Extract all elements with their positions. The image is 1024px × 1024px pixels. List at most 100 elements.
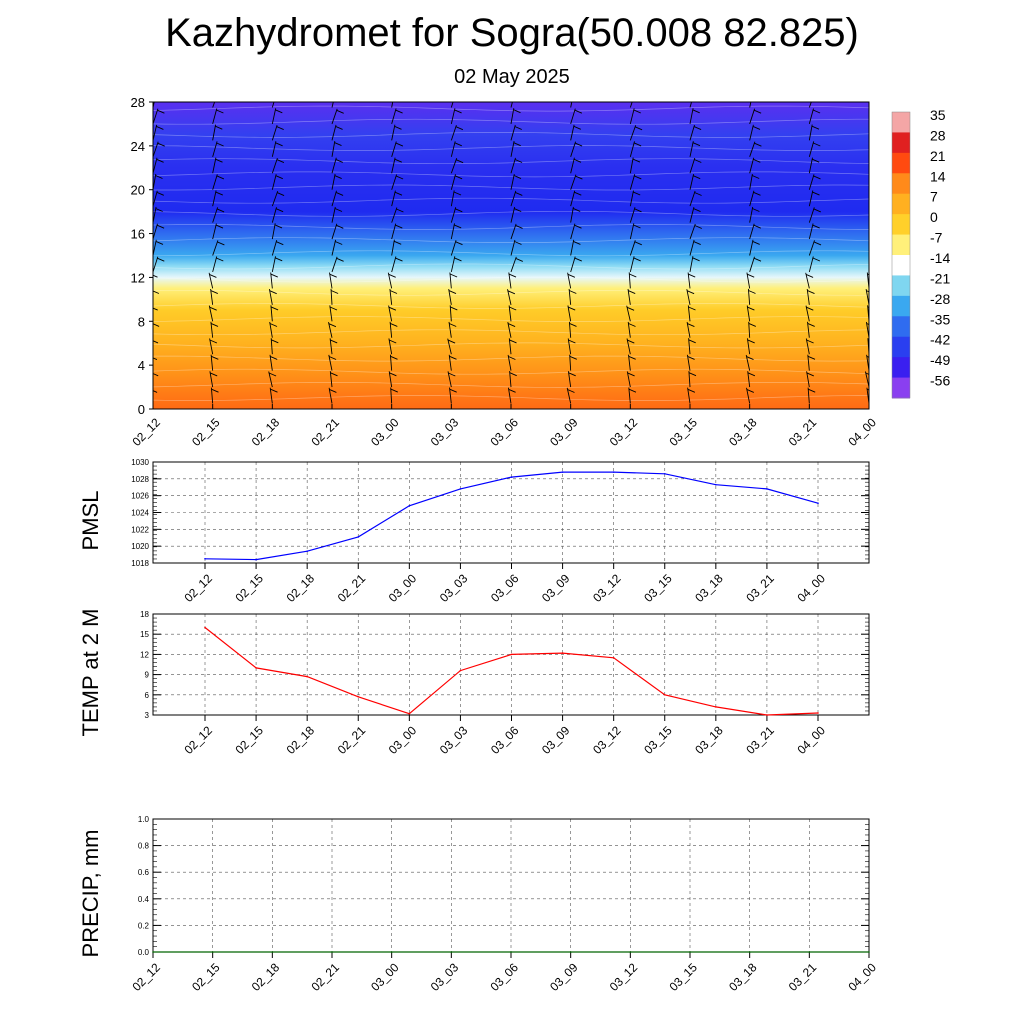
wind-barb-feather: [746, 388, 754, 393]
wind-barb: [329, 272, 333, 289]
contour-line: [153, 210, 869, 217]
data-point: [612, 471, 615, 473]
wind-barb-feather: [270, 355, 278, 360]
wind-barb-feather: [692, 142, 701, 147]
colorbar-label: 7: [930, 189, 938, 205]
wind-barb-feather: [276, 94, 283, 97]
wind-barb: [448, 321, 452, 338]
colorbar-swatch: [892, 214, 910, 236]
wind-barb-feather: [688, 372, 697, 377]
wind-barb: [448, 354, 452, 371]
wind-barb: [271, 141, 277, 157]
wind-barb: [629, 141, 635, 157]
wind-barb-feather: [687, 388, 696, 393]
wind-barb-feather: [156, 93, 163, 96]
contour-line: [153, 224, 869, 230]
wind-barb-feather: [335, 191, 344, 196]
wind-barb-feather: [509, 372, 517, 377]
wind-barb-feather: [394, 158, 402, 163]
contour-line: [153, 395, 869, 401]
wind-barb: [745, 354, 751, 371]
wind-barb: [449, 387, 452, 404]
x-tick-label: 03_21: [786, 960, 820, 994]
wind-barb-feather: [866, 290, 869, 293]
wind-barb: [449, 272, 452, 289]
colorbar-label: 28: [930, 127, 946, 143]
x-tick-label: 03_00: [386, 571, 420, 605]
wind-barb: [212, 102, 216, 108]
wind-barb: [447, 338, 452, 355]
wind-barb-feather: [508, 356, 516, 360]
wind-barb: [271, 207, 277, 223]
wind-barb-feather: [813, 208, 821, 213]
wind-barb: [807, 387, 810, 404]
wind-barb-feather: [752, 175, 760, 179]
wind-barb-feather: [454, 175, 463, 180]
wind-barb-feather: [513, 109, 521, 114]
wind-barb: [688, 371, 691, 388]
wind-barb-feather: [753, 109, 762, 114]
x-tick-label: 03_15: [641, 723, 675, 757]
wind-barb-feather: [513, 175, 522, 180]
wind-barb: [687, 387, 691, 404]
wind-barb-feather: [334, 175, 342, 180]
wind-barb: [391, 108, 397, 125]
wind-barb: [806, 288, 810, 305]
wind-barb: [450, 174, 456, 190]
wind-barb-feather: [808, 388, 816, 393]
wind-barb-feather: [330, 372, 338, 377]
data-point: [331, 951, 333, 953]
wind-barb-feather: [513, 142, 521, 147]
wind-barb-feather: [508, 273, 517, 278]
wind-barb: [748, 321, 751, 338]
wind-barb: [746, 338, 751, 355]
y-tick-label: 4: [138, 358, 145, 373]
wind-barb: [687, 272, 691, 289]
wind-barb-feather: [329, 306, 338, 311]
y-tick-label: 1.0: [138, 815, 150, 824]
wind-barb-feather: [156, 125, 164, 130]
wind-barb-feather: [692, 257, 700, 262]
wind-barb: [270, 305, 273, 322]
wind-barb: [567, 272, 572, 289]
wind-barb: [808, 157, 813, 174]
data-point: [459, 669, 462, 672]
wind-barb: [450, 125, 457, 141]
wind-barb-feather: [153, 274, 158, 278]
wind-barb-feather: [390, 388, 398, 393]
x-tick-label: 03_12: [607, 415, 641, 449]
data-point: [450, 951, 453, 953]
wind-barb: [450, 240, 457, 256]
x-tick-label: 04_00: [794, 723, 828, 757]
wind-barb-feather: [455, 126, 464, 131]
wind-barb-feather: [276, 241, 284, 246]
x-tick-label: 03_09: [539, 571, 573, 605]
wind-barb-feather: [276, 159, 285, 164]
wind-barb-feather: [634, 241, 642, 246]
wind-barb: [269, 354, 273, 371]
data-point: [629, 951, 632, 953]
wind-barb: [391, 124, 396, 141]
x-tick-label: 02_12: [181, 571, 215, 605]
wind-barb-feather: [330, 339, 338, 344]
wind-barb: [626, 338, 631, 355]
x-tick-label: 02_12: [129, 415, 163, 449]
wind-barb-feather: [156, 224, 165, 229]
wind-barb: [271, 190, 279, 207]
data-point: [561, 652, 564, 654]
x-tick-label: 03_06: [487, 415, 521, 449]
colorbar-swatch: [892, 152, 910, 174]
wind-barb-feather: [633, 257, 641, 262]
data-point: [306, 675, 309, 678]
wind-barb-feather: [567, 273, 576, 278]
data-point: [664, 694, 666, 696]
wind-barb-feather: [693, 175, 701, 180]
wind-barb-feather: [271, 339, 279, 344]
wind-barb: [510, 174, 515, 190]
wind-barb: [388, 338, 393, 355]
data-point: [271, 951, 274, 953]
x-tick-label: 03_00: [368, 960, 402, 994]
wind-barb: [509, 371, 512, 388]
x-tick-label: 02_15: [233, 723, 267, 757]
wind-barb-feather: [216, 175, 225, 180]
